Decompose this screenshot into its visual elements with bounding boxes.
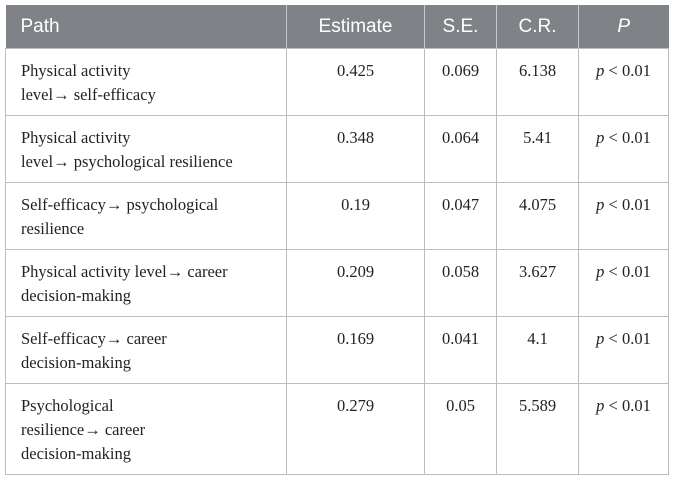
p-cell: p < 0.01 [578, 48, 669, 116]
p-cell: p < 0.01 [578, 182, 669, 250]
path-coefficients-table: Path Estimate S.E. C.R. P Physical activ… [5, 5, 669, 475]
path-cell: Physical activity level→ self-efficacy [5, 48, 287, 116]
estimate-cell: 0.169 [286, 316, 425, 384]
se-cell: 0.047 [424, 182, 497, 250]
p-value: < 0.01 [604, 61, 651, 80]
p-symbol: p [596, 329, 605, 348]
cr-cell: 6.138 [496, 48, 579, 116]
p-cell: p < 0.01 [578, 115, 669, 183]
se-cell: 0.069 [424, 48, 497, 116]
path-line: level→ self-efficacy [21, 85, 156, 104]
cr-cell: 4.075 [496, 182, 579, 250]
estimate-cell: 0.348 [286, 115, 425, 183]
estimate-cell: 0.209 [286, 249, 425, 317]
estimate-cell: 0.425 [286, 48, 425, 116]
table-row: Self-efficacy→ psychological resilience 0… [5, 182, 669, 250]
p-symbol: p [596, 262, 605, 281]
table-header-row: Path Estimate S.E. C.R. P [5, 5, 669, 49]
path-cell: Psychological resilience→ career decision-… [5, 383, 287, 475]
path-cell: Physical activity level→ career decision-… [5, 249, 287, 317]
p-symbol: p [596, 128, 605, 147]
table-row: Self-efficacy→ career decision-making 0.1… [5, 316, 669, 384]
cr-cell: 5.589 [496, 383, 579, 475]
path-line: level→ psychological resilience [21, 152, 233, 171]
path-line: Self-efficacy→ psychological [21, 195, 219, 214]
header-cr: C.R. [496, 5, 579, 49]
path-cell: Self-efficacy→ psychological resilience [5, 182, 287, 250]
path-cell: Self-efficacy→ career decision-making [5, 316, 287, 384]
path-line: Self-efficacy→ career [21, 329, 167, 348]
p-symbol: p [596, 195, 605, 214]
table-row: Physical activity level→ self-efficacy 0.… [5, 48, 669, 116]
header-p: P [578, 5, 669, 49]
p-symbol: p [596, 396, 605, 415]
path-line: Physical activity level→ career [21, 262, 228, 281]
table-row: Physical activity level→ psychological re… [5, 115, 669, 183]
se-cell: 0.041 [424, 316, 497, 384]
path-line: Physical activity [21, 61, 131, 80]
p-cell: p < 0.01 [578, 249, 669, 317]
p-cell: p < 0.01 [578, 316, 669, 384]
p-symbol: p [596, 61, 605, 80]
se-cell: 0.05 [424, 383, 497, 475]
p-value: < 0.01 [604, 396, 651, 415]
p-value: < 0.01 [604, 195, 651, 214]
se-cell: 0.064 [424, 115, 497, 183]
header-estimate: Estimate [286, 5, 425, 49]
header-se: S.E. [424, 5, 497, 49]
table-row: Psychological resilience→ career decision-… [5, 383, 669, 475]
p-cell: p < 0.01 [578, 383, 669, 475]
cr-cell: 5.41 [496, 115, 579, 183]
p-value: < 0.01 [604, 329, 651, 348]
path-line: decision-making [21, 353, 131, 372]
path-line: resilience [21, 219, 85, 238]
path-line: decision-making [21, 444, 131, 463]
p-value: < 0.01 [604, 128, 651, 147]
p-value: < 0.01 [604, 262, 651, 281]
header-path: Path [5, 5, 287, 49]
results-table-container: Path Estimate S.E. C.R. P Physical activ… [5, 5, 669, 475]
path-line: decision-making [21, 286, 131, 305]
cr-cell: 3.627 [496, 249, 579, 317]
path-cell: Physical activity level→ psychological re… [5, 115, 287, 183]
se-cell: 0.058 [424, 249, 497, 317]
cr-cell: 4.1 [496, 316, 579, 384]
estimate-cell: 0.19 [286, 182, 425, 250]
table-row: Physical activity level→ career decision-… [5, 249, 669, 317]
path-line: resilience→ career [21, 420, 146, 439]
path-line: Psychological [21, 396, 114, 415]
estimate-cell: 0.279 [286, 383, 425, 475]
path-line: Physical activity [21, 128, 131, 147]
